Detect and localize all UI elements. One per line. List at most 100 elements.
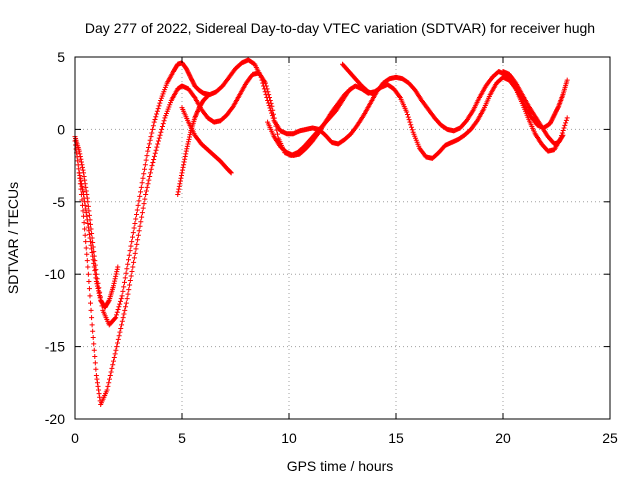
data-point [146,145,152,150]
data-point [86,212,92,218]
data-point [92,354,98,360]
data-point [143,188,149,194]
data-point [186,136,192,142]
y-tick-label: 0 [57,121,65,137]
data-point [164,108,170,114]
data-point [186,134,192,140]
data-point [139,210,145,216]
data-point [120,315,126,321]
data-point [266,92,272,98]
data-point [396,93,402,99]
data-point [191,93,197,99]
data-point [167,102,173,108]
x-tick-label: 25 [602,430,618,446]
data-point [274,127,280,133]
data-point [105,383,111,389]
data-point [175,192,181,198]
data-point [124,266,130,272]
data-point [138,189,144,195]
data-point [127,282,133,288]
data-point [204,94,210,100]
data-point [163,113,169,119]
data-point [111,280,117,286]
data-point [114,266,120,272]
data-point [180,167,186,173]
data-point [177,181,183,187]
data-point [83,239,89,245]
data-point [135,232,141,238]
data-point [113,273,119,279]
data-point [178,175,184,181]
data-point [157,132,163,138]
data-point [205,93,211,99]
data-point [563,120,569,126]
data-point [112,351,118,357]
data-point [107,373,113,379]
data-point [182,156,188,162]
data-point [156,103,162,109]
data-point [104,387,110,393]
data-point [140,175,146,181]
data-point [82,199,88,205]
data-point [273,123,279,129]
data-point [264,86,270,92]
data-point [82,177,88,183]
data-point [114,269,120,275]
data-point [115,340,121,346]
data-point [186,72,192,78]
series-track-3 [76,170,121,311]
data-point [116,304,122,310]
data-point [187,73,193,79]
data-point [128,243,134,249]
data-point [91,347,97,353]
data-point [149,163,155,169]
data-point [188,74,194,80]
data-point [106,298,112,304]
data-point [144,184,150,190]
data-point [96,391,102,397]
data-point [127,248,133,254]
data-point [183,151,189,157]
data-point [153,147,159,153]
data-point [560,127,566,133]
data-point [80,208,86,214]
data-point [81,195,87,201]
data-point [549,116,555,122]
data-point [73,146,79,152]
data-point [78,156,84,162]
data-point [132,250,138,256]
data-point [77,151,83,157]
data-point [83,245,89,251]
data-point [111,358,117,364]
data-point [73,142,79,148]
data-point [407,119,413,125]
data-point [112,278,118,284]
data-point [405,114,411,120]
data-point [135,237,141,243]
data-point [265,89,271,95]
data-point [142,196,148,202]
data-point [81,173,87,179]
y-tick-label: 5 [57,49,65,65]
data-point [129,268,135,274]
data-point [83,210,89,216]
data-point [148,134,154,140]
data-point [107,376,113,382]
data-point [121,284,127,290]
data-point [80,167,86,173]
data-point [158,97,164,103]
data-point [133,246,139,252]
data-point [88,307,94,313]
data-point [76,170,82,176]
data-point [188,75,194,81]
data-point [125,261,131,267]
data-point [90,253,96,259]
data-point [119,293,125,299]
data-point [84,258,90,264]
data-point [89,249,95,255]
data-point [560,132,566,138]
data-point [158,129,164,135]
data-point [109,365,115,371]
data-point [549,117,555,123]
data-point [551,112,557,118]
